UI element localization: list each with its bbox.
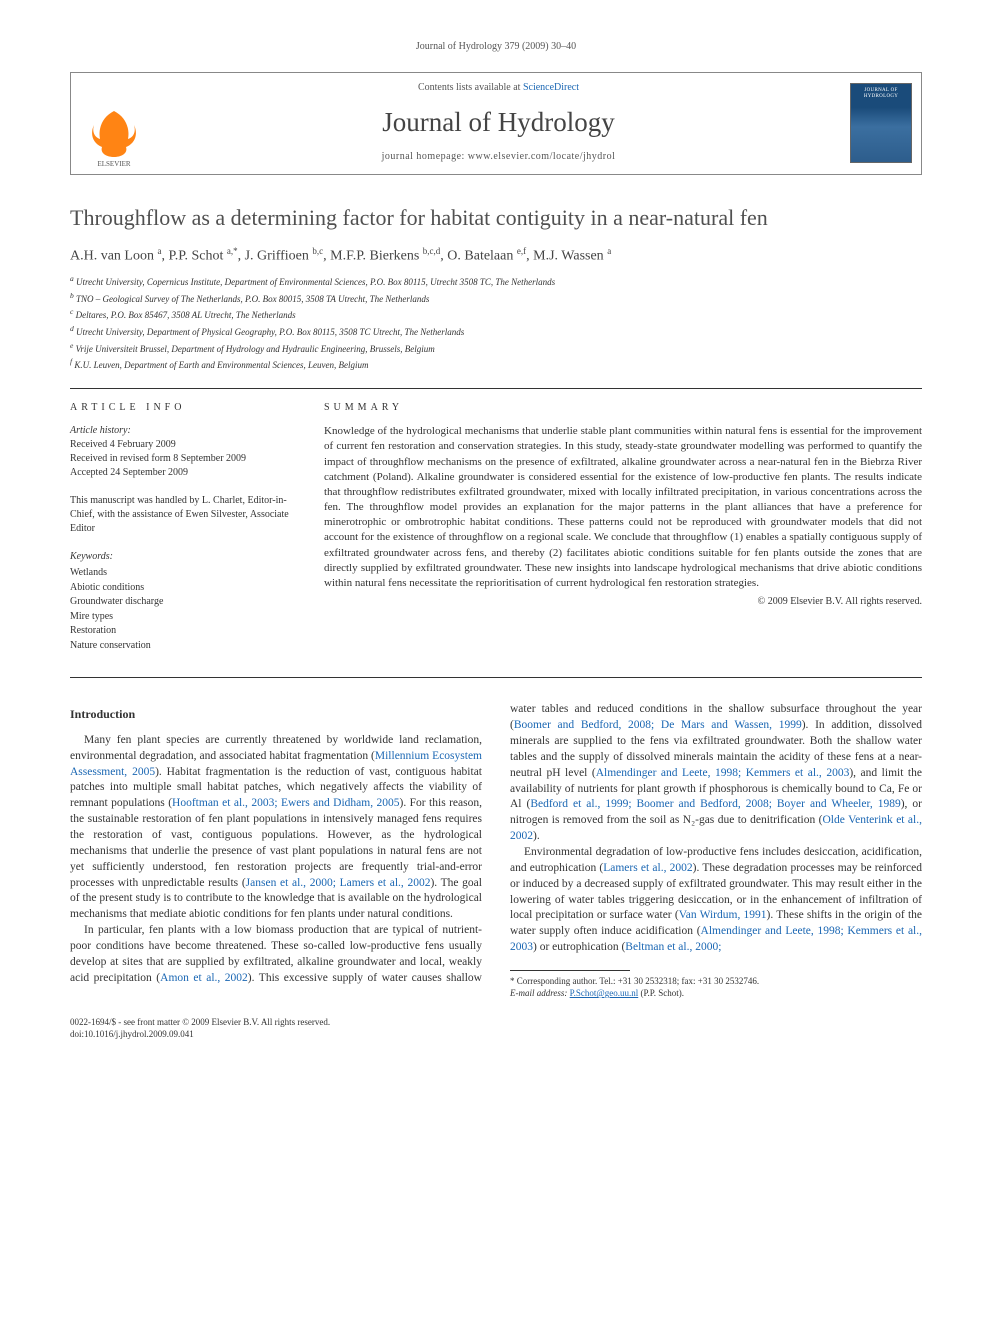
affiliation-line: b TNO – Geological Survey of The Netherl… <box>70 291 922 306</box>
summary-column: summary Knowledge of the hydrological me… <box>324 401 922 668</box>
contents-available-line: Contents lists available at ScienceDirec… <box>160 81 837 95</box>
email-suffix: (P.P. Schot). <box>638 988 684 998</box>
history-received: Received 4 February 2009 <box>70 438 290 452</box>
history-accepted: Accepted 24 September 2009 <box>70 466 290 480</box>
keyword-item: Nature conservation <box>70 639 290 654</box>
corresponding-email-line: E-mail address: P.Schot@geo.uu.nl (P.P. … <box>510 987 922 999</box>
t: ) or eutrophication ( <box>533 941 625 953</box>
footnote-separator <box>510 970 630 971</box>
keyword-item: Mire types <box>70 610 290 625</box>
citation[interactable]: Bedford et al., 1999; Boomer and Bedford… <box>530 798 900 810</box>
citation[interactable]: Almendinger and Leete, 1998; Kemmers et … <box>596 767 850 779</box>
doi-line: doi:10.1016/j.jhydrol.2009.09.041 <box>70 1029 922 1041</box>
author-list: A.H. van Loon a, P.P. Schot a,*, J. Grif… <box>70 245 922 267</box>
homepage-prefix: journal homepage: <box>382 151 468 162</box>
citation[interactable]: Hooftman et al., 2003; Ewers and Didham,… <box>172 797 399 809</box>
article-history-block: Article history: Received 4 February 200… <box>70 424 290 480</box>
contents-prefix: Contents lists available at <box>418 82 523 93</box>
keyword-item: Wetlands <box>70 566 290 581</box>
intro-p1: Many fen plant species are currently thr… <box>70 733 482 923</box>
journal-homepage-line: journal homepage: www.elsevier.com/locat… <box>160 150 837 164</box>
citation[interactable]: Amon et al., 2002 <box>160 972 248 984</box>
summary-text: Knowledge of the hydrological mechanisms… <box>324 424 922 591</box>
keywords-label: Keywords: <box>70 550 290 564</box>
affiliation-line: e Vrije Universiteit Brussel, Department… <box>70 341 922 356</box>
running-head: Journal of Hydrology 379 (2009) 30–40 <box>70 40 922 54</box>
keyword-item: Restoration <box>70 624 290 639</box>
email-label: E-mail address: <box>510 988 570 998</box>
sciencedirect-link[interactable]: ScienceDirect <box>523 82 579 93</box>
body-two-column: Introduction Many fen plant species are … <box>70 702 922 999</box>
citation[interactable]: Jansen et al., 2000; Lamers et al., 2002 <box>246 877 431 889</box>
t: ). For this reason, the sustainable rest… <box>70 797 482 888</box>
intro-p3: Environmental degradation of low-product… <box>510 845 922 956</box>
summary-copyright: © 2009 Elsevier B.V. All rights reserved… <box>324 595 922 609</box>
history-label: Article history: <box>70 424 290 438</box>
journal-name: Journal of Hydrology <box>160 104 837 140</box>
citation[interactable]: Beltman et al., 2000; <box>625 941 721 953</box>
homepage-url: www.elsevier.com/locate/jhydrol <box>468 151 616 162</box>
corresponding-author-note: * Corresponding author. Tel.: +31 30 253… <box>510 975 922 987</box>
editor-note: This manuscript was handled by L. Charle… <box>70 494 290 536</box>
affiliation-line: f K.U. Leuven, Department of Earth and E… <box>70 357 922 372</box>
elsevier-tree-logo: ELSEVIER <box>84 103 144 168</box>
rule-bottom <box>70 677 922 678</box>
citation[interactable]: Boomer and Bedford, 2008; De Mars and Wa… <box>514 719 802 731</box>
citation[interactable]: Lamers et al., 2002 <box>603 862 692 874</box>
keyword-item: Groundwater discharge <box>70 595 290 610</box>
affiliations-block: a Utrecht University, Copernicus Institu… <box>70 274 922 372</box>
affiliation-line: a Utrecht University, Copernicus Institu… <box>70 274 922 289</box>
svg-text:ELSEVIER: ELSEVIER <box>97 160 130 168</box>
introduction-heading: Introduction <box>70 706 482 723</box>
issn-line: 0022-1694/$ - see front matter © 2009 El… <box>70 1017 922 1029</box>
affiliation-line: c Deltares, P.O. Box 85467, 3508 AL Utre… <box>70 307 922 322</box>
journal-cover-cell: JOURNAL OF HYDROLOGY <box>841 73 921 174</box>
citation[interactable]: Van Wirdum, 1991 <box>679 909 767 921</box>
rule-top <box>70 388 922 389</box>
summary-heading: summary <box>324 401 922 415</box>
article-info-column: article info Article history: Received 4… <box>70 401 290 668</box>
keywords-block: Keywords: WetlandsAbiotic conditionsGrou… <box>70 550 290 653</box>
front-matter-meta: 0022-1694/$ - see front matter © 2009 El… <box>70 1017 922 1040</box>
cover-label: JOURNAL OF HYDROLOGY <box>851 84 911 99</box>
corresponding-email-link[interactable]: P.Schot@geo.uu.nl <box>570 988 639 998</box>
affiliation-line: d Utrecht University, Department of Phys… <box>70 324 922 339</box>
keywords-list: WetlandsAbiotic conditionsGroundwater di… <box>70 566 290 653</box>
footnote-block: * Corresponding author. Tel.: +31 30 253… <box>510 970 922 999</box>
journal-cover-thumbnail: JOURNAL OF HYDROLOGY <box>850 83 912 163</box>
t: ). <box>533 830 540 842</box>
publisher-logo-cell: ELSEVIER <box>71 73 156 174</box>
article-info-heading: article info <box>70 401 290 415</box>
history-revised: Received in revised form 8 September 200… <box>70 452 290 466</box>
article-title: Throughflow as a determining factor for … <box>70 203 922 233</box>
info-summary-row: article info Article history: Received 4… <box>70 401 922 668</box>
journal-masthead: ELSEVIER Contents lists available at Sci… <box>70 72 922 175</box>
keyword-item: Abiotic conditions <box>70 581 290 596</box>
masthead-center: Contents lists available at ScienceDirec… <box>156 73 841 174</box>
